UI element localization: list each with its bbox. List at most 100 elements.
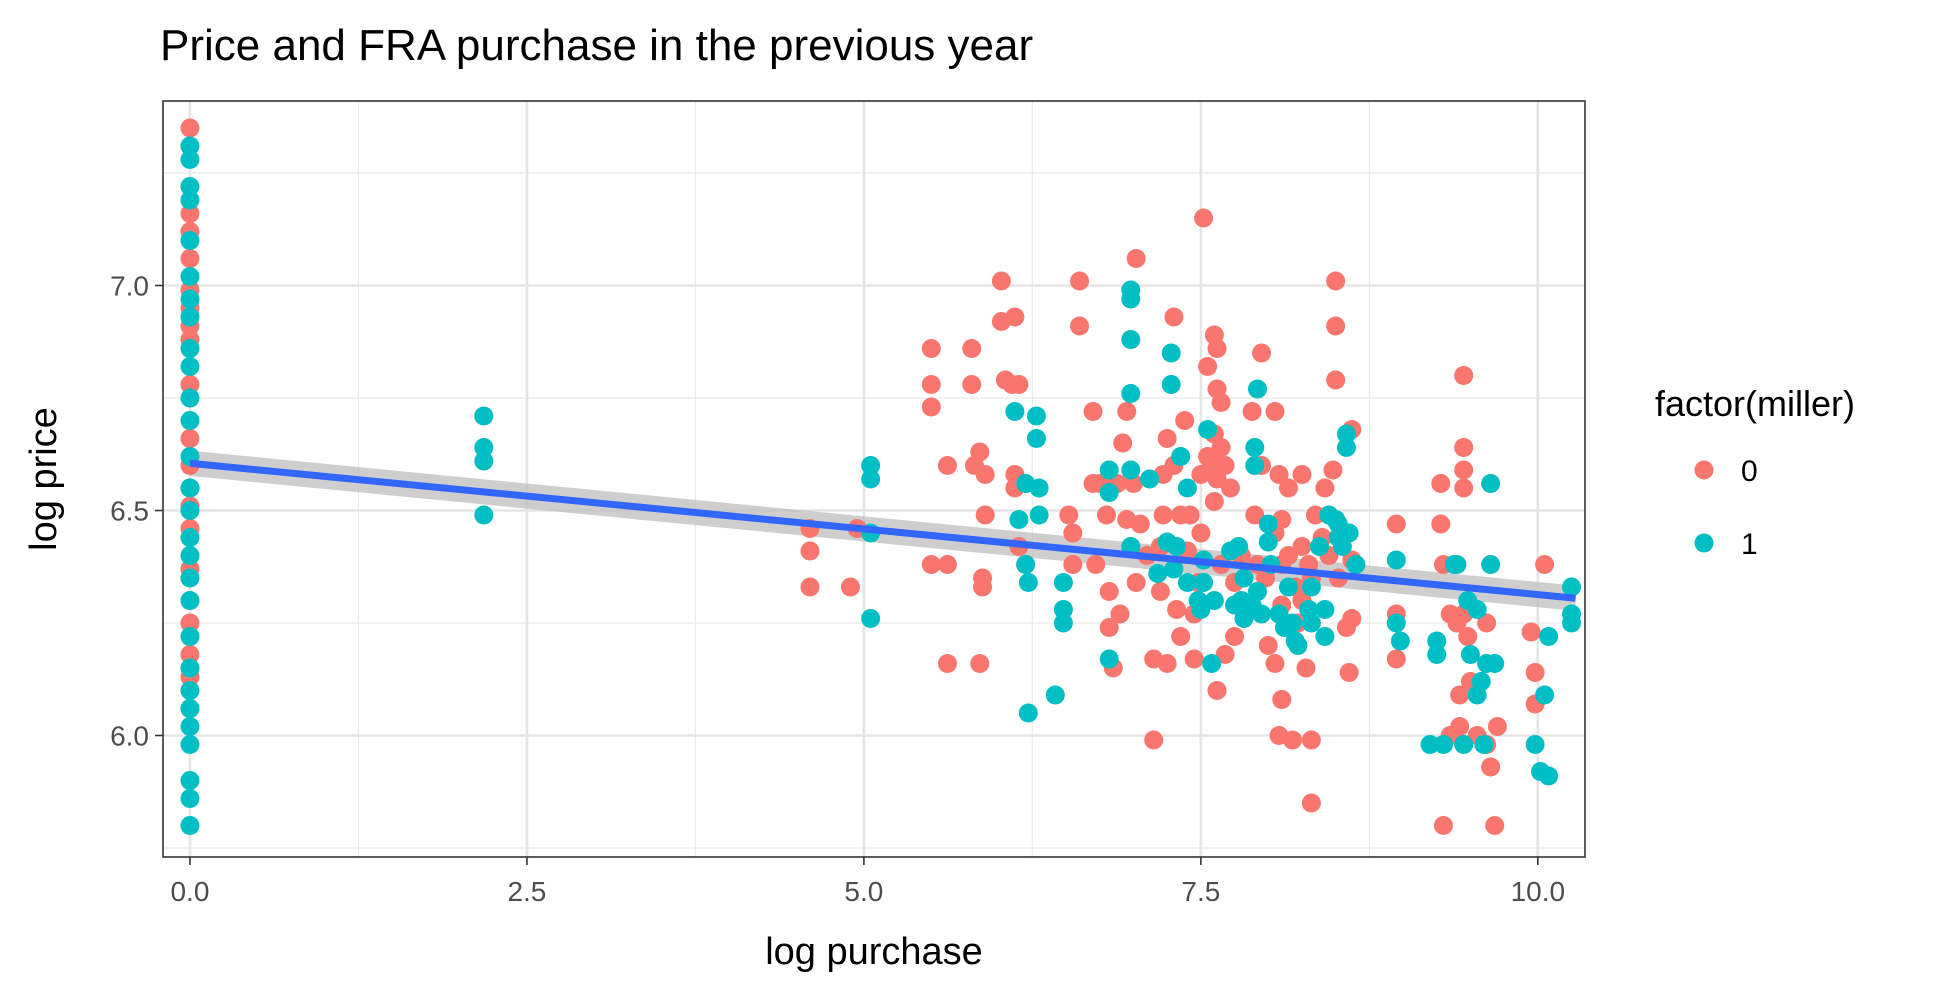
point-series-1 <box>1315 627 1335 646</box>
point-series-0 <box>937 654 957 673</box>
point-series-1 <box>1336 438 1356 457</box>
point-series-1 <box>1198 420 1218 439</box>
point-series-1 <box>1177 573 1197 592</box>
point-series-0 <box>1477 613 1497 633</box>
point-series-0 <box>921 555 941 574</box>
point-series-0 <box>1301 730 1321 750</box>
y-tick-label: 7.0 <box>110 271 149 302</box>
point-series-0 <box>180 375 200 394</box>
point-series-1 <box>1427 645 1447 664</box>
point-series-0 <box>975 465 995 484</box>
point-series-0 <box>1458 627 1478 646</box>
point-series-1 <box>1161 343 1181 363</box>
point-series-0 <box>1211 393 1231 412</box>
point-series-1 <box>1346 555 1366 574</box>
point-series-1 <box>1191 600 1211 619</box>
point-series-0 <box>1070 316 1090 336</box>
point-series-0 <box>1454 460 1474 480</box>
point-series-1 <box>1029 505 1049 525</box>
point-series-0 <box>1198 357 1218 376</box>
x-tick-label: 0.0 <box>170 876 209 907</box>
point-series-1 <box>1525 735 1545 754</box>
point-series-1 <box>180 339 200 358</box>
point-series-1 <box>180 357 200 376</box>
point-series-0 <box>1450 685 1470 705</box>
point-series-1 <box>474 438 494 457</box>
point-series-1 <box>1301 613 1321 633</box>
point-series-1 <box>1171 447 1191 466</box>
point-series-1 <box>1099 649 1119 669</box>
point-series-0 <box>1301 793 1321 813</box>
point-series-1 <box>1053 600 1073 619</box>
x-tick-label: 2.5 <box>507 876 546 907</box>
point-series-0 <box>1083 402 1103 421</box>
point-series-0 <box>180 613 200 633</box>
point-series-1 <box>1481 474 1501 493</box>
point-series-1 <box>1194 573 1214 592</box>
point-series-1 <box>180 717 200 736</box>
trend-line-layer <box>189 459 1576 602</box>
point-series-1 <box>474 406 494 426</box>
point-series-1 <box>1016 555 1036 574</box>
point-series-0 <box>1117 402 1137 421</box>
point-series-0 <box>1433 816 1453 835</box>
point-series-0 <box>1525 663 1545 682</box>
point-series-1 <box>180 735 200 754</box>
point-series-1 <box>1245 456 1265 475</box>
point-series-0 <box>1315 478 1335 498</box>
point-series-0 <box>1481 757 1501 777</box>
point-series-0 <box>1070 271 1090 291</box>
point-series-1 <box>180 177 200 196</box>
point-series-0 <box>1454 366 1474 385</box>
point-series-0 <box>1278 546 1298 565</box>
point-series-0 <box>937 555 957 574</box>
point-series-0 <box>1265 654 1285 673</box>
point-series-0 <box>180 204 200 223</box>
point-series-1 <box>1283 613 1303 633</box>
point-series-1 <box>861 456 881 475</box>
point-series-0 <box>1323 460 1343 480</box>
point-series-0 <box>1326 370 1346 390</box>
point-series-1 <box>1539 627 1559 646</box>
point-series-1 <box>1427 631 1447 651</box>
point-series-1 <box>1309 537 1329 556</box>
point-series-0 <box>1454 438 1474 457</box>
point-series-1 <box>1005 402 1025 421</box>
point-series-0 <box>180 429 200 448</box>
point-series-1 <box>180 289 200 309</box>
point-series-1 <box>180 388 200 408</box>
point-series-0 <box>1225 627 1245 646</box>
point-series-0 <box>840 577 860 597</box>
point-series-1 <box>1447 555 1467 574</box>
point-series-1 <box>1204 591 1224 610</box>
point-series-0 <box>970 442 990 462</box>
point-series-0 <box>800 541 820 561</box>
point-series-0 <box>1063 523 1083 543</box>
point-series-0 <box>1086 555 1106 574</box>
point-series-1 <box>1009 510 1029 529</box>
point-series-0 <box>1450 717 1470 736</box>
point-series-1 <box>180 267 200 286</box>
point-series-0 <box>1157 429 1177 448</box>
point-series-1 <box>180 546 200 565</box>
point-series-0 <box>1326 316 1346 336</box>
point-series-1 <box>1258 532 1278 552</box>
point-series-1 <box>861 609 881 628</box>
point-series-1 <box>1099 483 1119 502</box>
point-series-1 <box>861 469 881 489</box>
point-series-0 <box>180 249 200 268</box>
point-series-0 <box>1252 343 1272 363</box>
point-series-1 <box>1454 735 1474 754</box>
point-series-1 <box>1339 523 1359 543</box>
point-series-1 <box>1018 573 1038 592</box>
y-axis-title: log price <box>23 407 65 551</box>
point-series-0 <box>1431 514 1451 534</box>
point-series-1 <box>1386 550 1406 570</box>
point-series-1 <box>1467 600 1487 619</box>
point-series-1 <box>1140 469 1160 489</box>
point-series-0 <box>1487 717 1507 736</box>
point-series-0 <box>1005 307 1025 327</box>
point-series-0 <box>1113 433 1133 453</box>
point-series-1 <box>1460 645 1480 664</box>
point-series-1 <box>1026 429 1046 448</box>
